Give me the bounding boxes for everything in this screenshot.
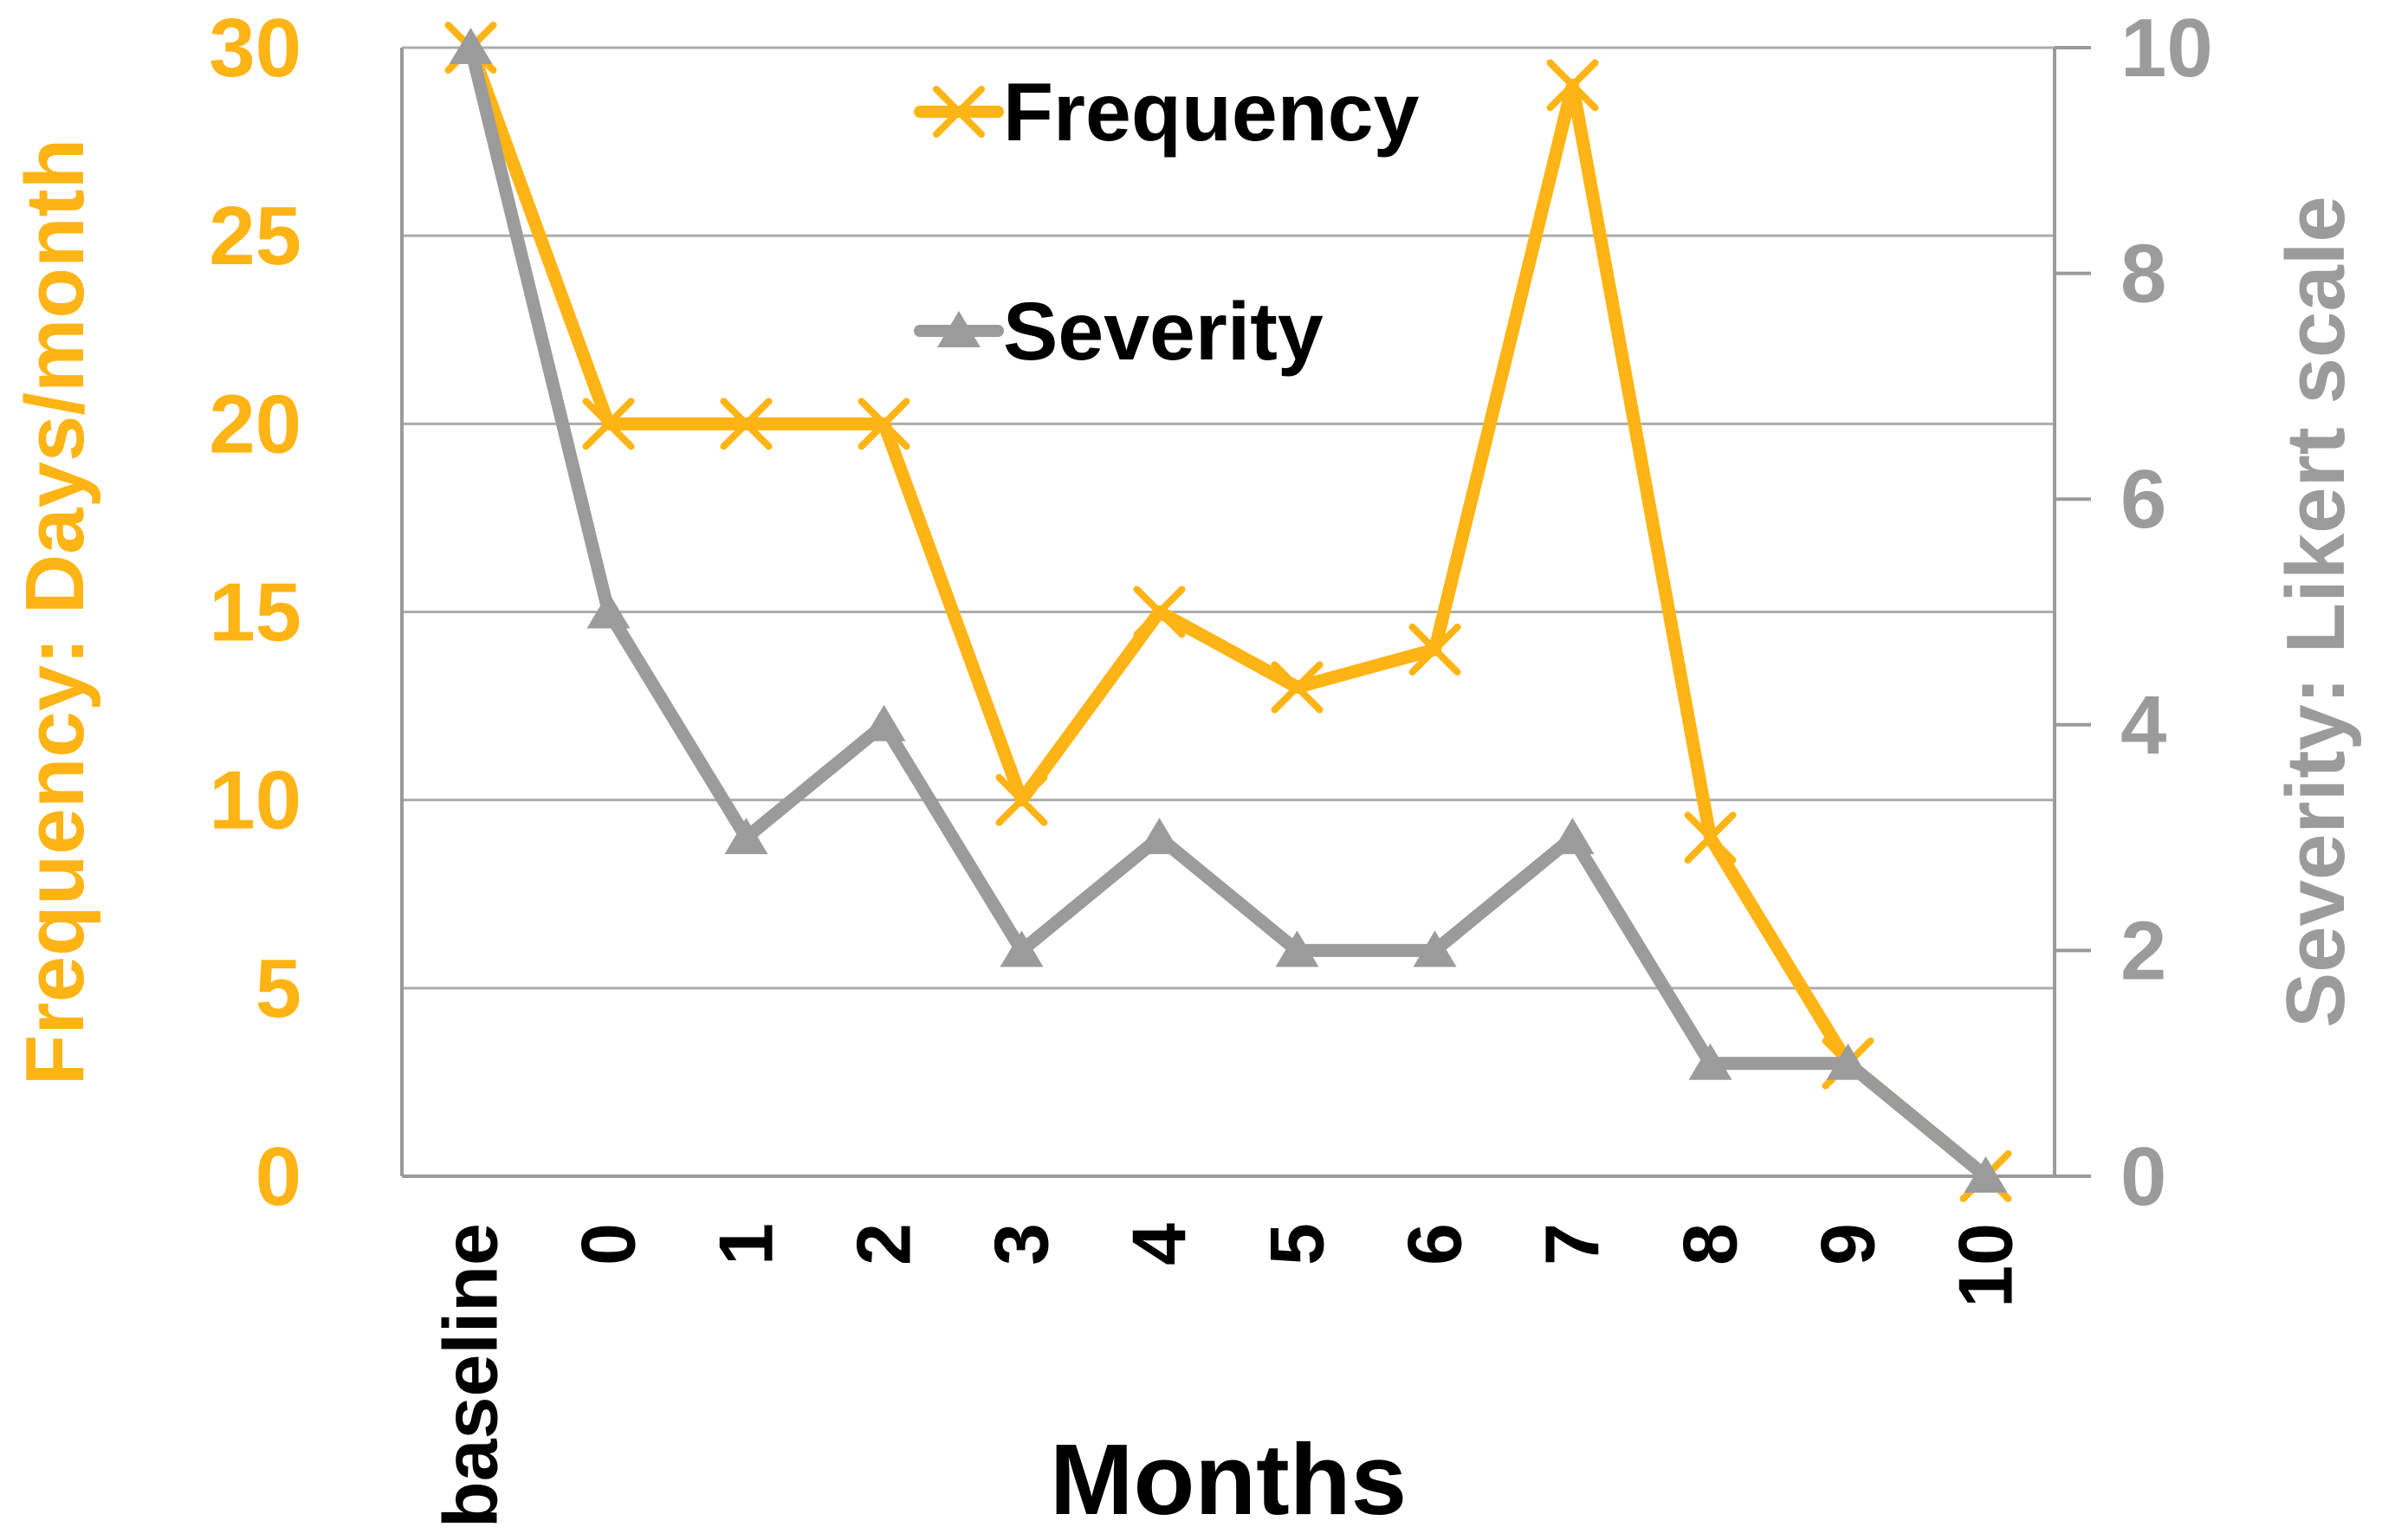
frequency-marker — [995, 773, 1048, 826]
x-axis-category-label: 4 — [1117, 1223, 1202, 1265]
severity-marker — [1964, 1156, 2008, 1193]
left-axis-tick-label: 30 — [209, 2, 301, 94]
x-axis-category-label: baseline — [428, 1223, 514, 1528]
left-axis-tick-label: 25 — [209, 190, 301, 282]
x-axis-category-label: 7 — [1530, 1223, 1615, 1265]
left-axis-tick-label: 20 — [209, 378, 301, 470]
left-axis-title: Frequency: Days/month — [9, 139, 101, 1086]
x-axis-category-label: 9 — [1805, 1223, 1891, 1265]
x-axis-category-label: 0 — [566, 1223, 651, 1265]
left-axis-tick-label: 15 — [209, 566, 301, 659]
severity-marker — [862, 704, 906, 741]
severity-marker — [1826, 1043, 1870, 1080]
legend-x-marker-icon — [933, 86, 985, 138]
severity-marker — [1275, 930, 1319, 967]
frequency-marker — [1408, 623, 1461, 676]
frequency-marker — [720, 398, 773, 450]
right-axis-title: Severity: Likert scale — [2269, 196, 2362, 1028]
x-axis-category-label: 6 — [1392, 1223, 1478, 1265]
left-axis-tick-label: 0 — [256, 1130, 301, 1223]
severity-marker — [586, 592, 631, 629]
frequency-marker — [858, 398, 910, 450]
legend-label: Frequency — [1003, 67, 1420, 159]
frequency-marker — [1271, 661, 1324, 714]
x-axis-category-label: 3 — [979, 1223, 1065, 1265]
left-axis-tick-label: 5 — [256, 942, 301, 1035]
legend-label: Severity — [1003, 286, 1324, 378]
frequency-marker — [1133, 586, 1186, 638]
left-axis-tick-label: 10 — [209, 754, 301, 847]
frequency-marker — [1684, 812, 1737, 864]
frequency-marker — [582, 398, 635, 450]
x-axis-category-label: 5 — [1254, 1223, 1340, 1265]
severity-marker — [1413, 930, 1457, 967]
frequency-marker — [1546, 59, 1599, 112]
x-axis-category-label: 1 — [703, 1223, 789, 1265]
frequency-line — [464, 41, 1992, 1183]
right-axis-tick-label: 2 — [2120, 904, 2166, 997]
right-axis-tick-label: 8 — [2120, 228, 2166, 320]
severity-marker — [724, 818, 768, 855]
severity-marker — [1137, 818, 1181, 855]
legend-triangle-marker-icon — [937, 311, 981, 347]
severity-marker — [1550, 818, 1595, 855]
x-axis-title: Months — [1050, 1423, 1407, 1536]
x-axis-category-label: 2 — [841, 1223, 927, 1265]
severity-marker — [1688, 1043, 1732, 1080]
severity-marker — [1000, 930, 1044, 967]
right-axis-tick-label: 0 — [2120, 1130, 2166, 1223]
right-axis-tick-label: 6 — [2120, 453, 2166, 546]
severity-marker — [449, 28, 493, 64]
right-axis-tick-label: 4 — [2120, 679, 2166, 772]
x-axis-category-label: 10 — [1943, 1223, 2029, 1308]
severity-line — [464, 41, 1992, 1183]
right-axis-tick-label: 10 — [2120, 2, 2213, 94]
x-axis-category-label: 8 — [1667, 1223, 1753, 1265]
